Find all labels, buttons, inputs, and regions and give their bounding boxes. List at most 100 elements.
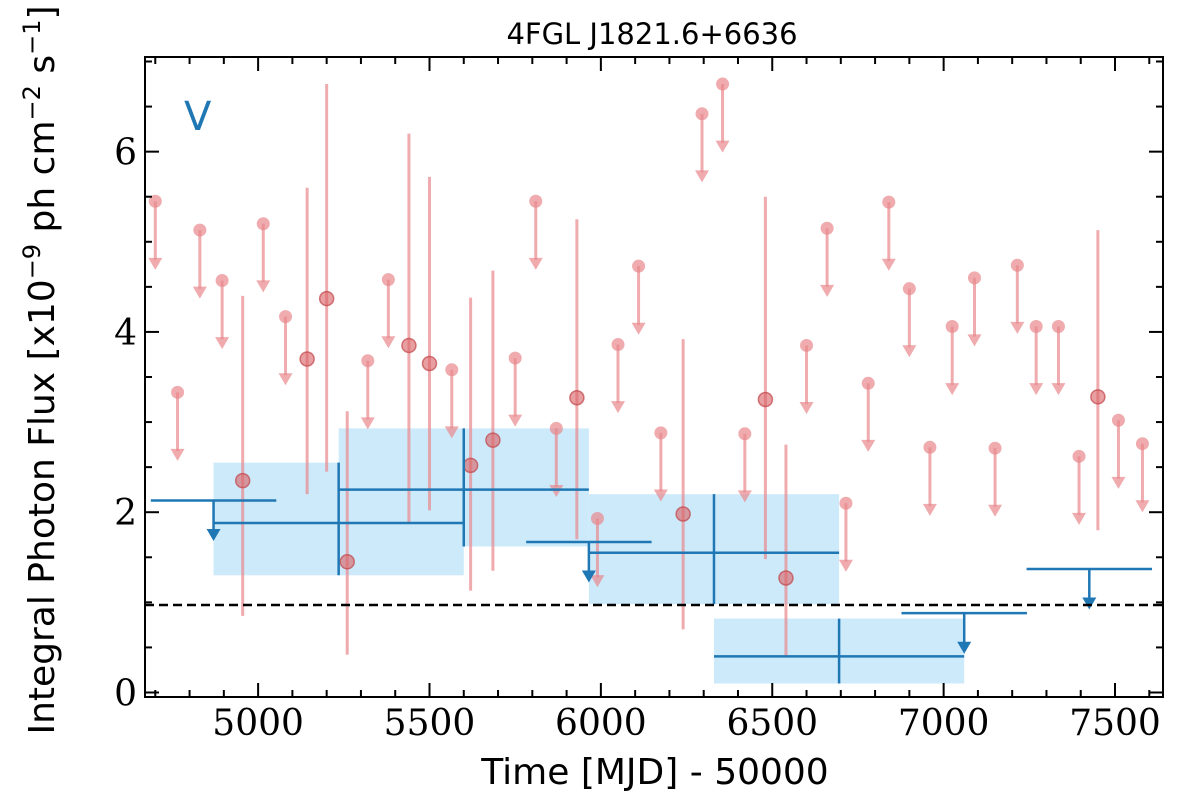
fine-upper-limit-arrow: [170, 448, 185, 461]
fine-upper-limit-point: [529, 194, 543, 208]
fine-upper-limit-point: [1111, 413, 1125, 427]
fine-upper-limit-point: [1029, 320, 1043, 334]
y-tick-label: 2: [114, 493, 137, 534]
fine-upper-limit-arrow: [820, 284, 835, 297]
y-label-suffix: ]: [22, 5, 63, 19]
plot-area: 5000 5500 6000 6500 7000 7500 0 2 4 6: [114, 56, 1164, 744]
fine-upper-limit-arrow: [1135, 500, 1150, 513]
fine-upper-limit-arrow: [902, 345, 917, 358]
fine-detection-point: [234, 472, 251, 489]
fine-upper-limit-point: [361, 354, 375, 368]
fine-upper-limit-point: [839, 496, 853, 510]
fine-upper-limit-point: [508, 351, 522, 365]
fine-upper-limit-arrow: [694, 170, 709, 183]
fine-detection-point: [421, 355, 438, 372]
fine-upper-limit-point: [738, 427, 752, 441]
fine-upper-limit-arrow: [799, 402, 814, 415]
fine-upper-limit-point: [215, 274, 229, 288]
fine-upper-limit-point: [279, 310, 293, 324]
x-tick-label: 6500: [726, 703, 818, 744]
fine-detection-point: [339, 554, 355, 570]
fine-detection-point: [462, 457, 479, 474]
fine-detection-point: [318, 290, 335, 307]
fine-upper-limit-arrow: [631, 322, 646, 335]
fine-upper-limit-point: [800, 338, 814, 352]
fine-detection-point: [485, 432, 501, 448]
fine-upper-limit-arrow: [611, 401, 626, 414]
fine-upper-limit-arrow: [215, 337, 230, 350]
fine-upper-limit-arrow: [528, 257, 543, 270]
coarse-upper-limit-arrow: [206, 529, 221, 542]
fine-upper-limit-point: [945, 320, 959, 334]
fine-upper-limit-arrow: [1111, 476, 1126, 489]
y-axis-label: Integral Photon Flux [x10−9 ph cm−2 s−1]: [18, 5, 63, 734]
fine-upper-limit-arrow: [192, 286, 207, 299]
x-tick-label: 5500: [384, 703, 476, 744]
fine-detection-point: [401, 337, 417, 354]
fine-upper-limit-point: [549, 421, 563, 435]
fine-upper-limit-point: [988, 441, 1002, 455]
x-axis-label: Time [MJD] - 50000: [480, 752, 828, 793]
fine-upper-limit-point: [381, 273, 395, 287]
fine-detection-point: [757, 391, 774, 408]
fine-upper-limit-arrow: [549, 484, 564, 497]
fine-upper-limit-point: [861, 376, 875, 390]
fine-upper-limit-point: [882, 195, 896, 209]
fine-upper-limit-arrow: [737, 490, 752, 503]
fine-upper-limit-arrow: [653, 489, 668, 502]
fine-upper-limit-point: [1072, 449, 1086, 463]
fine-detection-point: [569, 389, 585, 406]
fine-upper-limit-arrow: [1072, 512, 1087, 525]
fine-upper-limit-arrow: [945, 383, 960, 396]
x-tick-label: 6000: [555, 703, 647, 744]
fine-upper-limit-arrow: [881, 258, 896, 271]
band-label: V: [184, 94, 212, 140]
fine-upper-limit-point: [611, 338, 625, 352]
coarse-upper-limit-arrow: [581, 570, 596, 583]
fine-upper-limit-point: [171, 385, 185, 399]
fine-upper-limit-point: [716, 77, 730, 91]
fine-upper-limit-point: [1010, 258, 1024, 272]
fine-upper-limit-arrow: [861, 439, 876, 452]
fine-upper-limit-arrow: [838, 559, 853, 572]
fine-upper-limit-arrow: [444, 426, 459, 439]
fine-upper-limit-arrow: [360, 417, 375, 430]
fine-upper-limit-point: [1135, 437, 1149, 451]
fine-detection-point: [299, 351, 315, 367]
fine-upper-limit-arrow: [148, 257, 163, 270]
fine-upper-limit-arrow: [278, 373, 293, 386]
fine-upper-limit-point: [445, 363, 459, 377]
fine-upper-limit-arrow: [988, 504, 1003, 517]
fine-upper-limit-point: [1051, 320, 1065, 334]
fine-upper-limit-point: [590, 512, 604, 526]
chart-title: 4FGL J1821.6+6636: [506, 17, 797, 51]
y-tick-label: 0: [114, 673, 137, 714]
fine-upper-limit-point: [695, 107, 709, 121]
fine-upper-limit-point: [923, 440, 937, 454]
fine-upper-limit-point: [148, 194, 162, 208]
fine-upper-limit-arrow: [967, 334, 982, 347]
fine-detection-point: [778, 570, 794, 586]
fine-upper-limit-point: [256, 217, 270, 231]
fine-upper-limit-arrow: [1051, 383, 1066, 396]
fine-upper-limit-point: [632, 259, 646, 273]
fine-upper-limit-arrow: [381, 336, 396, 349]
y-label-exp1: −9: [18, 244, 46, 279]
fine-detection-point: [675, 506, 691, 522]
y-label-exp2: −2: [18, 85, 46, 120]
y-label-exp3: −1: [18, 20, 46, 55]
fine-upper-limit-point: [967, 271, 981, 285]
x-tick-label: 7500: [1069, 703, 1161, 744]
fine-upper-limit-arrow: [256, 280, 271, 293]
coarse-upper-limit-arrow: [957, 641, 972, 654]
fine-upper-limit-point: [654, 426, 668, 440]
fine-upper-limit-arrow: [715, 140, 730, 153]
x-tick-label: 7000: [898, 703, 990, 744]
fine-upper-limit-point: [820, 221, 834, 235]
fine-upper-limit-point: [193, 223, 207, 237]
fine-upper-limit-arrow: [590, 575, 605, 588]
fine-upper-limit-point: [902, 282, 916, 296]
fine-upper-limit-arrow: [508, 414, 523, 427]
fine-upper-limit-arrow: [1029, 383, 1044, 396]
